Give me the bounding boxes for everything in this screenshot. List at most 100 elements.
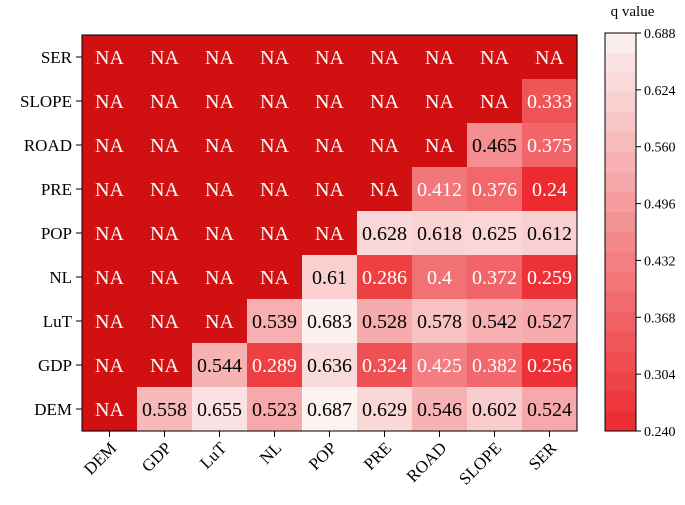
cell-value-label: 0.539 bbox=[252, 311, 297, 333]
cell-value-label: 0.687 bbox=[307, 399, 352, 421]
heatmap-cell bbox=[467, 343, 523, 388]
heatmap-cell bbox=[522, 343, 578, 388]
cell-value-label: 0.558 bbox=[142, 399, 187, 421]
heatmap-cell bbox=[137, 167, 193, 212]
cell-value-label: NA bbox=[205, 267, 234, 289]
cell-value-label: NA bbox=[95, 267, 124, 289]
cell-value-label: 0.376 bbox=[472, 179, 517, 201]
heatmap-cell bbox=[302, 299, 358, 344]
heatmap-cell bbox=[412, 211, 468, 256]
colorbar-tick-label: 0.432 bbox=[644, 254, 676, 269]
heatmap-cell bbox=[522, 79, 578, 124]
heatmap-cell bbox=[247, 123, 303, 168]
heatmap-cell bbox=[467, 299, 523, 344]
heatmap-cell bbox=[247, 35, 303, 80]
colorbar-segment bbox=[605, 132, 636, 153]
cell-value-label: NA bbox=[315, 91, 344, 113]
cell-value-label: 0.655 bbox=[197, 399, 242, 421]
heatmap-cell bbox=[522, 35, 578, 80]
cell-value-label: NA bbox=[150, 91, 179, 113]
heatmap-cell bbox=[247, 299, 303, 344]
y-tick-label: SER bbox=[41, 48, 73, 67]
y-tick-label: POP bbox=[41, 224, 72, 243]
cell-value-label: NA bbox=[205, 91, 234, 113]
heatmap-cell bbox=[467, 35, 523, 80]
heatmap-cell bbox=[522, 299, 578, 344]
heatmap-cell bbox=[357, 211, 413, 256]
cell-value-label: NA bbox=[535, 47, 564, 69]
colorbar-tick-label: 0.496 bbox=[644, 198, 676, 213]
heatmap-cell bbox=[82, 123, 138, 168]
y-tick-label: NL bbox=[49, 268, 72, 287]
heatmap-cell bbox=[357, 123, 413, 168]
cell-value-label: NA bbox=[150, 311, 179, 333]
heatmap-cell bbox=[467, 123, 523, 168]
heatmap-cell bbox=[412, 167, 468, 212]
cell-value-label: NA bbox=[425, 135, 454, 157]
colorbar-segment bbox=[605, 232, 636, 253]
heatmap-cell bbox=[357, 35, 413, 80]
heatmap-cell bbox=[467, 167, 523, 212]
cell-value-label: 0.259 bbox=[527, 267, 572, 289]
colorbar-segment bbox=[605, 251, 636, 273]
heatmap-cell bbox=[302, 211, 358, 256]
x-tick-label: SLOPE bbox=[455, 438, 505, 488]
cell-value-label: NA bbox=[150, 223, 179, 245]
heatmap-cell bbox=[82, 299, 138, 344]
y-tick-label: GDP bbox=[38, 356, 72, 375]
cell-value-label: 0.523 bbox=[252, 399, 297, 421]
colorbar-segment bbox=[605, 92, 636, 114]
cell-value-label: 0.289 bbox=[252, 355, 297, 377]
cell-value-label: 0.527 bbox=[527, 311, 572, 333]
cell-value-label: NA bbox=[95, 355, 124, 377]
cell-value-label: 0.628 bbox=[362, 223, 407, 245]
cell-value-label: 0.618 bbox=[417, 223, 462, 245]
cell-value-label: NA bbox=[315, 223, 344, 245]
heatmap-cell bbox=[302, 35, 358, 80]
cell-value-label: NA bbox=[315, 179, 344, 201]
cell-value-label: NA bbox=[370, 135, 399, 157]
cell-value-label: 0.286 bbox=[362, 267, 407, 289]
cell-value-label: NA bbox=[370, 179, 399, 201]
cell-value-label: 0.256 bbox=[527, 355, 572, 377]
colorbar-segment bbox=[605, 291, 636, 313]
colorbar-segment bbox=[605, 192, 636, 213]
cell-value-label: NA bbox=[260, 91, 289, 113]
heatmap-cell bbox=[412, 79, 468, 124]
colorbar: 0.688 0.624 0.560 0.496 0.432 0.368 0.304 0.240… bbox=[604, 4, 676, 440]
heatmap-cell bbox=[302, 255, 358, 300]
heatmap-cell bbox=[522, 255, 578, 300]
heatmap-cell bbox=[247, 79, 303, 124]
colorbar-segment bbox=[605, 391, 636, 412]
x-tick-label: GDP bbox=[138, 438, 175, 475]
heatmap-cell bbox=[247, 167, 303, 212]
y-tick-label: PRE bbox=[41, 180, 72, 199]
heatmap-cell bbox=[82, 35, 138, 80]
cell-value-label: NA bbox=[205, 223, 234, 245]
heatmap-cell bbox=[82, 387, 138, 432]
heatmap-cell bbox=[357, 255, 413, 300]
heatmap-cell bbox=[137, 123, 193, 168]
heatmap-cell bbox=[522, 167, 578, 212]
heatmap-cell bbox=[357, 343, 413, 388]
cell-value-label: NA bbox=[480, 47, 509, 69]
heatmap-cell bbox=[137, 387, 193, 432]
y-tick-label: SLOPE bbox=[20, 92, 72, 111]
x-tick-label: POP bbox=[305, 438, 340, 473]
cell-value-label: 0.465 bbox=[472, 135, 517, 157]
cell-value-label: NA bbox=[150, 355, 179, 377]
heatmap-cell bbox=[522, 387, 578, 432]
cell-value-label: 0.412 bbox=[417, 179, 462, 201]
cell-value-label: 0.528 bbox=[362, 311, 407, 333]
colorbar-tick-label: 0.240 bbox=[644, 425, 676, 440]
cell-value-label: NA bbox=[370, 47, 399, 69]
heatmap-cell bbox=[137, 255, 193, 300]
heatmap-cell bbox=[82, 343, 138, 388]
heatmap-cell bbox=[247, 255, 303, 300]
heatmap-cell bbox=[467, 79, 523, 124]
cell-value-label: NA bbox=[205, 135, 234, 157]
heatmap-cells: NA NA NA NA NA NA NA NA NA NA NA NA NA NA NA NA NA 0.333 N… bbox=[82, 35, 578, 432]
heatmap-cell bbox=[412, 255, 468, 300]
heatmap-cell bbox=[357, 387, 413, 432]
cell-value-label: NA bbox=[205, 311, 234, 333]
